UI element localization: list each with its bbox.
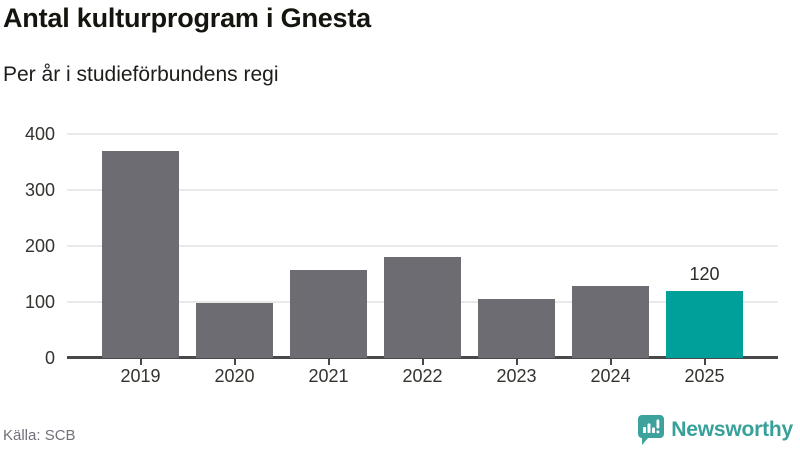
newsworthy-logo[interactable]: Newsworthy xyxy=(638,415,793,445)
x-axis-tick-label: 2021 xyxy=(308,366,349,386)
x-axis-tick xyxy=(515,359,518,365)
y-axis-tick-label: 100 xyxy=(24,292,55,312)
plot-area xyxy=(67,133,778,359)
bar-2023 xyxy=(478,299,555,358)
y-axis-tick-label: 300 xyxy=(24,180,55,200)
gridline-300 xyxy=(67,189,778,191)
x-axis-tick xyxy=(421,359,424,365)
x-axis-tick-label: 2025 xyxy=(684,366,725,386)
gridline-200 xyxy=(67,245,778,247)
bar-2020 xyxy=(196,303,273,358)
source-note: Källa: SCB xyxy=(3,427,76,444)
x-axis-tick-label: 2020 xyxy=(214,366,255,386)
x-axis-tick xyxy=(327,359,330,365)
bar-2024 xyxy=(572,286,649,358)
y-axis-tick-label: 0 xyxy=(44,348,55,368)
gridline-400 xyxy=(67,133,778,135)
bar-2019 xyxy=(102,150,179,358)
newsworthy-wordmark: Newsworthy xyxy=(671,418,793,441)
x-axis-tick xyxy=(609,359,612,365)
y-axis-tick-label: 200 xyxy=(24,236,55,256)
x-axis-tick-label: 2023 xyxy=(496,366,537,386)
bar-2022 xyxy=(384,257,461,358)
x-axis-tick-label: 2024 xyxy=(590,366,631,386)
x-axis-tick xyxy=(139,359,142,365)
x-axis-tick xyxy=(233,359,236,365)
x-axis-tick-label: 2022 xyxy=(402,366,443,386)
x-axis-tick-label: 2019 xyxy=(120,366,161,386)
chart-subtitle: Per år i studieförbundens regi xyxy=(3,63,279,86)
x-axis-tick xyxy=(703,359,706,365)
bar-2021 xyxy=(290,270,367,358)
newsworthy-chart-bubble-icon xyxy=(638,415,665,445)
y-axis-tick-label: 400 xyxy=(24,124,55,144)
chart-title: Antal kulturprogram i Gnesta xyxy=(3,3,371,33)
bar-2025 xyxy=(666,290,743,358)
value-label-2025: 120 xyxy=(689,263,720,284)
